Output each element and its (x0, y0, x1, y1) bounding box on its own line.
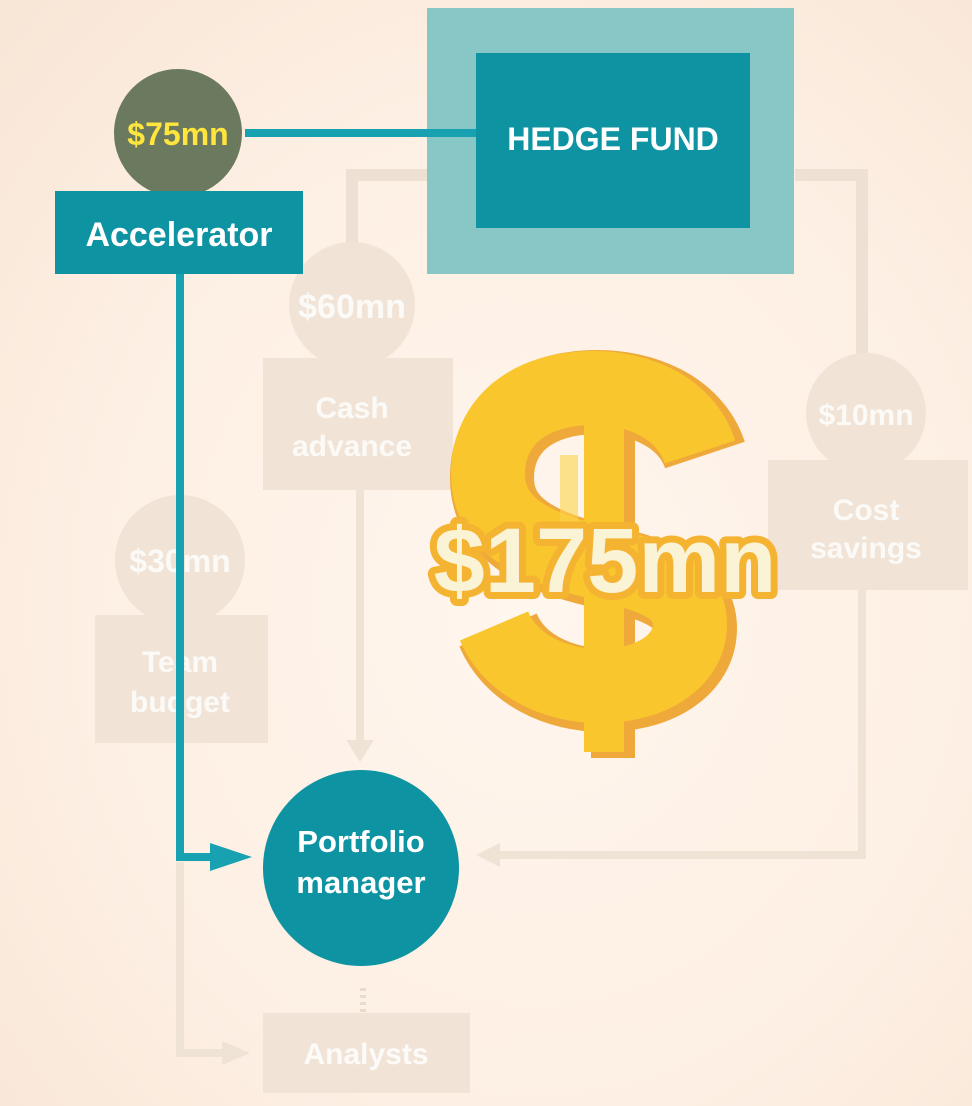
cash-advance-box (263, 358, 453, 490)
hedge-fund-label: HEDGE FUND (507, 121, 719, 157)
accelerator-amount: $75mn (127, 116, 228, 152)
faded-connector-hedge-cash (346, 169, 430, 245)
portfolio-manager-circle (263, 770, 459, 966)
cost-savings-amount: $10mn (818, 399, 913, 432)
cost-savings-label-line1: Cost (833, 494, 900, 527)
hedge-fund-node: HEDGE FUND (427, 8, 794, 274)
portfolio-manager-label-line1: Portfolio (297, 824, 424, 859)
cash-advance-amount-circle (289, 242, 415, 368)
portfolio-manager-label-line2: manager (296, 865, 425, 900)
faded-connector-hedge-cost (795, 169, 868, 360)
portfolio-manager-node: Portfolio manager (263, 770, 459, 966)
accelerator-amount-circle (114, 69, 242, 197)
cash-advance-label-line1: Cash (315, 392, 388, 425)
analysts-box (263, 1013, 470, 1093)
cost-savings-box (768, 460, 968, 590)
accelerator-box (55, 191, 303, 274)
arrowhead-portfolio-manager (210, 843, 252, 871)
cost-savings-label-line2: savings (810, 532, 922, 565)
total-group: $175mn (427, 349, 783, 758)
total-amount: $175mn (434, 510, 777, 612)
accelerator-node: $75mn Accelerator (55, 69, 303, 274)
connector-accelerator-portfolio-manager (176, 270, 215, 861)
faded-connector-analysts (176, 862, 225, 1057)
cost-savings-node: $10mn Cost savings (768, 353, 968, 590)
analysts-label: Analysts (303, 1038, 428, 1071)
dollar-sign-icon (449, 349, 745, 758)
cash-advance-label-line2: advance (292, 430, 412, 463)
accelerator-label: Accelerator (85, 216, 272, 254)
hedge-fund-inner-box (476, 53, 750, 228)
cash-advance-node: $60mn Cash advance (263, 242, 453, 490)
cost-savings-amount-circle (806, 353, 926, 473)
analysts-node: Analysts (263, 1013, 470, 1093)
cash-advance-amount: $60mn (298, 288, 406, 326)
faded-arrowhead-analysts (222, 1041, 250, 1065)
faded-arrowhead-cost-pm (476, 843, 500, 867)
faded-connector-cost-pm (500, 590, 866, 859)
faded-arrowhead-cash-pm (346, 740, 374, 762)
